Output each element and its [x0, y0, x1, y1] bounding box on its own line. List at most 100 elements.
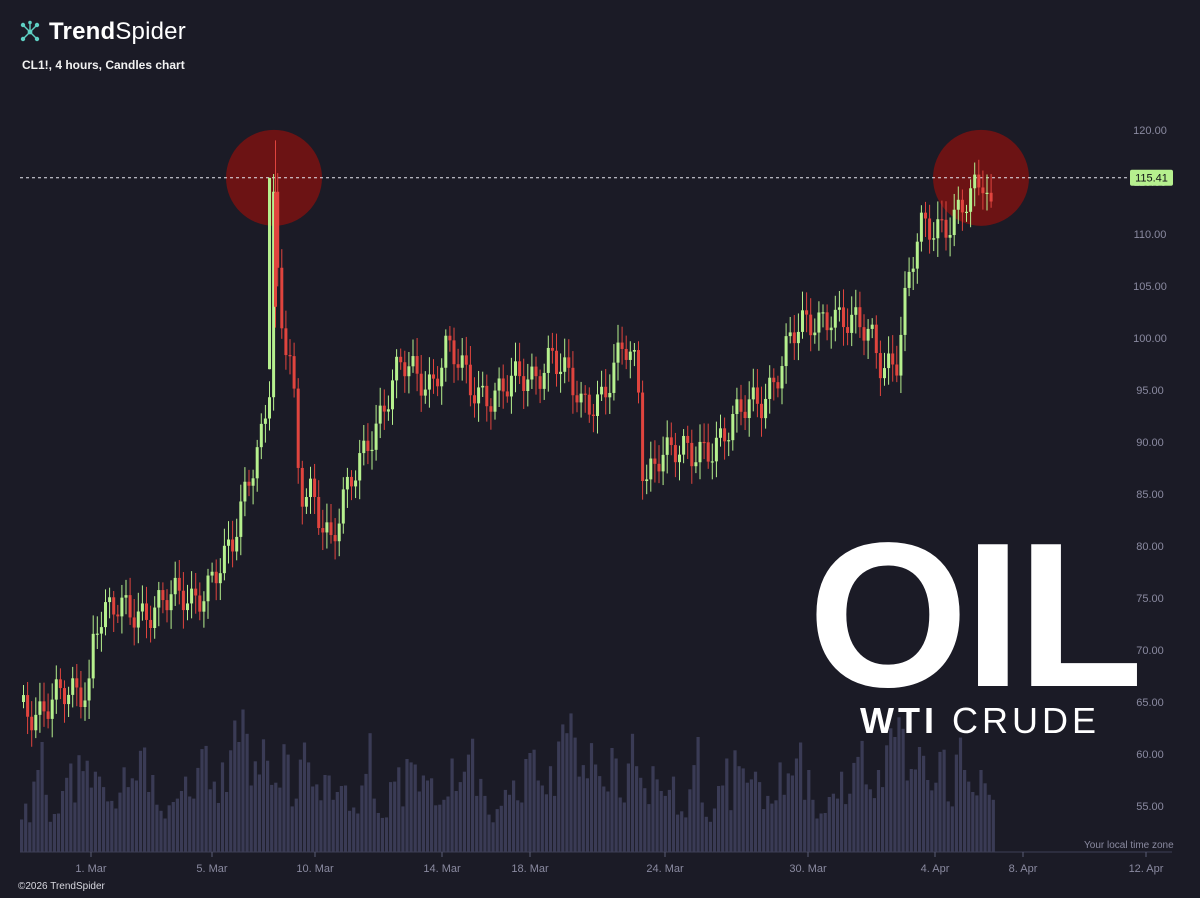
volume-bar — [831, 793, 835, 852]
candle-body — [464, 355, 468, 365]
volume-bar — [384, 817, 389, 853]
candle-body — [833, 309, 837, 328]
volume-bar — [917, 747, 922, 853]
volume-bar — [356, 813, 360, 852]
volume-bar — [69, 763, 73, 853]
candle-body — [678, 454, 681, 463]
candle-body — [772, 377, 776, 383]
network-nodes-icon — [20, 20, 40, 42]
volume-bar — [257, 774, 261, 853]
volume-bar — [458, 782, 462, 852]
volume-bar — [97, 776, 102, 852]
volume-bar — [819, 813, 823, 852]
volume-bar — [372, 798, 376, 852]
volume-bar — [876, 770, 881, 852]
candle-body — [280, 267, 284, 329]
candle-body — [850, 314, 854, 333]
candle-body — [132, 617, 136, 628]
candle-body — [477, 387, 481, 404]
candle-body — [22, 695, 25, 702]
volume-bar — [868, 789, 872, 852]
brand-logo: TrendSpider — [18, 18, 186, 46]
volume-bar — [261, 739, 266, 853]
candle-body — [714, 437, 718, 462]
volume-bar — [73, 802, 77, 852]
candle-body — [907, 271, 911, 288]
volume-bar — [130, 778, 134, 852]
volume-bar — [106, 801, 110, 852]
volume-bar — [147, 792, 151, 852]
candle-body — [333, 535, 337, 542]
volume-bar — [327, 775, 331, 852]
candle-body — [251, 478, 255, 486]
x-tick-label: 4. Apr — [921, 863, 950, 875]
candle-body — [731, 414, 735, 441]
candle-body — [661, 454, 665, 472]
candle-body — [239, 501, 243, 537]
y-tick-label: 85.00 — [1136, 489, 1164, 501]
volume-bar — [417, 791, 421, 852]
volume-bar — [220, 762, 225, 853]
candle-body — [30, 716, 34, 731]
y-tick-label: 110.00 — [1134, 229, 1167, 241]
candle-body — [128, 595, 132, 618]
volume-bar — [499, 805, 503, 852]
candle-body — [391, 380, 394, 410]
volume-bar — [934, 782, 938, 852]
volume-bar — [844, 804, 848, 852]
volume-bar — [134, 780, 138, 852]
volume-bar — [319, 800, 323, 852]
volume-bar — [618, 797, 622, 852]
candle-body — [505, 391, 509, 397]
candle-body — [911, 268, 915, 272]
candle-body — [751, 387, 755, 400]
candle-body — [198, 595, 202, 612]
volume-bar — [368, 733, 372, 852]
candle-body — [288, 355, 292, 357]
volume-bar — [901, 728, 905, 852]
volume-bar — [762, 809, 766, 852]
volume-bar — [926, 780, 930, 853]
candle-body — [550, 347, 554, 351]
spike-candle-up — [268, 177, 271, 370]
volume-bar — [979, 770, 983, 852]
volume-bar — [360, 785, 364, 853]
candle-body — [354, 480, 358, 487]
volume-bar — [462, 771, 466, 852]
candle-body — [735, 399, 739, 415]
candle-body — [329, 522, 333, 536]
candle-body — [272, 191, 276, 398]
volume-bar — [85, 760, 89, 852]
volume-bar — [598, 776, 602, 852]
candle-body — [206, 575, 210, 602]
candle-body — [817, 312, 821, 333]
volume-bar — [614, 758, 618, 852]
volume-bar — [89, 787, 93, 852]
candle-body — [411, 356, 415, 367]
volume-bar — [188, 796, 192, 853]
candle-body — [645, 479, 649, 482]
volume-bar — [52, 814, 56, 852]
candle-body — [173, 577, 177, 595]
volume-bar — [827, 797, 831, 852]
candle-body — [292, 356, 296, 389]
candle-body — [575, 395, 579, 403]
copyright: ©2026 TrendSpider — [18, 881, 105, 892]
volume-bar — [323, 775, 327, 852]
volume-bar — [889, 728, 893, 853]
volume-bar — [528, 753, 532, 852]
volume-bar — [171, 802, 175, 853]
volume-bar — [639, 777, 643, 853]
volume-bar — [77, 755, 81, 852]
x-tick-label: 24. Mar — [646, 863, 684, 875]
volume-bar — [659, 791, 663, 853]
volume-bar — [991, 799, 995, 853]
candle-body — [423, 389, 427, 396]
candle-body — [136, 611, 140, 628]
candle-body — [932, 238, 936, 240]
candle-body — [341, 489, 345, 524]
candle-body — [612, 362, 616, 393]
volume-bar — [159, 810, 163, 853]
candle-body — [776, 382, 780, 389]
